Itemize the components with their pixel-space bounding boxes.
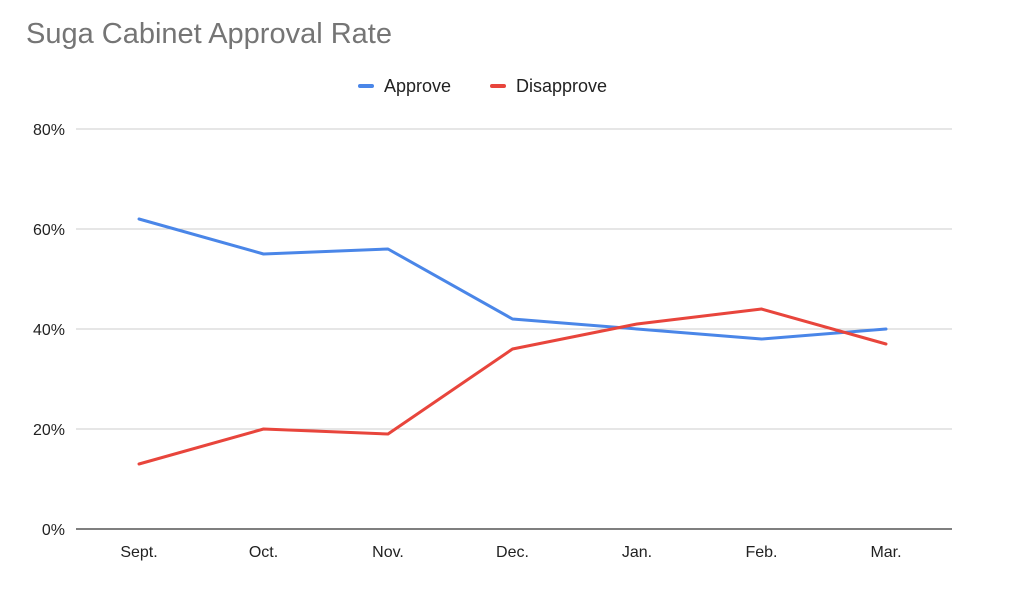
y-tick-label: 80% bbox=[33, 122, 65, 139]
series-lines bbox=[137, 217, 888, 466]
x-tick-label: Oct. bbox=[249, 544, 278, 561]
x-tick-label: Mar. bbox=[870, 544, 901, 561]
y-axis-tick-labels: 0% 20% 40% 60% 80% bbox=[33, 122, 65, 539]
legend-label-disapprove: Disapprove bbox=[516, 75, 608, 96]
x-tick-label: Jan. bbox=[622, 544, 652, 561]
chart-title: Suga Cabinet Approval Rate bbox=[26, 18, 392, 50]
y-tick-label: 60% bbox=[33, 222, 65, 239]
chart-legend: Approve Disapprove bbox=[0, 74, 1024, 98]
series-line-approve bbox=[137, 217, 888, 341]
y-tick-label: 40% bbox=[33, 322, 65, 339]
x-axis-tick-labels: Sept. Oct. Nov. Dec. Jan. Feb. Mar. bbox=[120, 544, 901, 561]
y-tick-label: 0% bbox=[42, 522, 65, 539]
legend-item-disapprove: Disapprove bbox=[490, 74, 607, 98]
x-tick-label: Sept. bbox=[120, 544, 157, 561]
x-tick-label: Feb. bbox=[745, 544, 777, 561]
legend-item-approve: Approve bbox=[358, 74, 451, 98]
x-tick-label: Nov. bbox=[372, 544, 404, 561]
x-tick-label: Dec. bbox=[496, 544, 529, 561]
series-line-disapprove bbox=[137, 307, 888, 466]
legend-swatch-disapprove bbox=[490, 84, 506, 88]
legend-label-approve: Approve bbox=[384, 75, 452, 96]
legend-swatch-approve bbox=[358, 84, 374, 88]
y-tick-label: 20% bbox=[33, 422, 65, 439]
grid-lines bbox=[76, 128, 952, 430]
